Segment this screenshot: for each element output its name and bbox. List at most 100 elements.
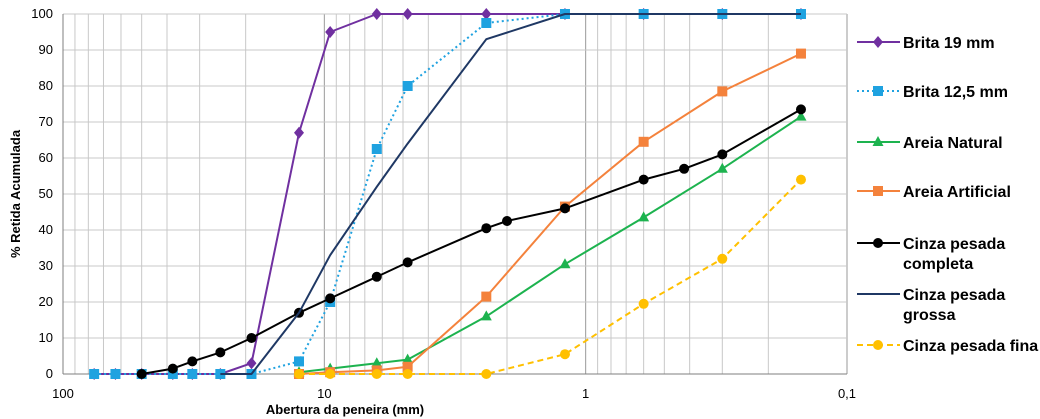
data-point [481,223,492,234]
y-tick-label: 40 [39,222,53,237]
series-5 [220,13,801,375]
data-point [110,369,121,379]
data-point [402,8,413,20]
legend-label: Brita 19 mm [903,35,995,52]
data-point [402,369,413,379]
y-axis-title: % Retida Acumulada [8,129,23,258]
data-point [559,203,570,214]
legend-entry: Cinza pesada grossa [857,287,1005,324]
y-tick-label: 100 [31,6,53,21]
x-tick-label: 10 [317,386,331,401]
y-tick-label: 50 [39,186,53,201]
data-point [402,361,413,372]
data-point [559,258,571,269]
legend-swatch-marker [873,86,883,96]
data-point [371,144,382,154]
data-point [481,8,492,20]
data-point [716,162,728,173]
data-point [638,298,649,309]
y-tick-label: 20 [39,294,53,309]
series-4 [136,104,806,379]
legend-swatch-marker [873,238,883,248]
y-tick-label: 60 [39,150,53,165]
data-point [638,174,649,185]
y-tick-label: 70 [39,114,53,129]
y-tick-label: 10 [39,330,53,345]
series-layer [89,8,807,380]
data-point [679,163,690,174]
data-point [717,253,728,264]
data-point [167,363,178,374]
legend-label: Areia Natural [903,135,1003,152]
data-point [638,136,649,147]
data-point [480,310,492,321]
data-point [215,347,226,358]
legend-label: Cinza pesada completa [903,236,1005,273]
axes: 0 10 20 30 40 50 60 70 80 90 100 100 10 1 0,1 [31,6,856,401]
data-point [795,174,806,185]
data-point [559,349,570,360]
legend-entry: Cinza pesada fina [857,338,1038,355]
data-point [402,257,413,268]
data-point [481,291,492,302]
x-tick-label: 100 [52,386,74,401]
data-point [402,353,414,364]
data-point [187,369,198,379]
data-point [294,356,305,367]
data-point [371,271,382,282]
data-point [325,26,336,38]
legend-entry: Cinza pesada completa [857,236,1005,273]
series-6 [294,174,806,379]
legend-label: Cinza pesada fina [903,338,1038,355]
legend: Brita 19 mm Brita 12,5 mm Areia Natural Are… [857,35,1038,355]
data-point [402,81,413,91]
data-point [795,104,806,115]
x-axis-title: Abertura da peneira (mm) [266,402,424,417]
y-tick-label: 90 [39,42,53,57]
data-point [371,8,382,20]
legend-entry: Brita 12,5 mm [857,84,1008,101]
y-tick-label: 30 [39,258,53,273]
data-point [501,216,512,226]
data-point [795,110,807,121]
data-point [167,369,178,379]
legend-entry: Brita 19 mm [857,35,995,52]
series-line [299,178,802,375]
data-point [89,369,100,379]
data-point [325,293,336,304]
series-line [220,13,801,375]
legend-label: Areia Artificial [903,184,1011,201]
legend-label: Cinza pesada grossa [903,287,1005,324]
data-point [638,211,650,222]
legend-swatch-marker [873,36,883,48]
legend-swatch-marker [873,186,883,196]
x-tick-label: 0,1 [838,386,856,401]
x-tick-label: 1 [582,386,589,401]
data-point [294,369,305,379]
y-tick-label: 0 [46,366,53,381]
legend-swatch-marker [873,340,883,350]
data-point [294,126,305,139]
data-point [246,333,257,343]
data-point [481,369,492,379]
data-point [325,369,336,379]
legend-swatch-marker [872,136,884,146]
legend-entry: Areia Natural [857,135,1003,152]
series-line [141,108,802,375]
series-3 [294,48,806,379]
y-tick-label: 80 [39,78,53,93]
legend-label: Brita 12,5 mm [903,84,1008,101]
data-point [481,18,492,28]
data-point [246,357,257,370]
data-point [371,369,382,379]
series-line [94,13,801,375]
data-point [795,48,806,59]
data-point [187,356,198,367]
data-point [717,149,728,160]
data-point [136,369,147,379]
data-point [371,357,383,368]
legend-entry: Areia Artificial [857,184,1011,201]
data-point [717,86,728,97]
series-line [298,52,802,375]
